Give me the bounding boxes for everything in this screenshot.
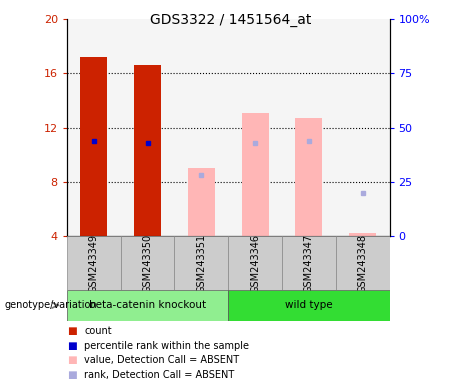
Bar [282, 236, 336, 290]
Text: wild type: wild type [285, 300, 333, 310]
Bar [228, 290, 390, 321]
Text: GSM243349: GSM243349 [89, 233, 99, 293]
Bar [188, 168, 215, 236]
Bar [67, 236, 121, 290]
Bar [296, 118, 322, 236]
Bar [80, 57, 107, 236]
Bar [228, 236, 282, 290]
Bar [336, 236, 390, 290]
Text: ■: ■ [67, 326, 77, 336]
Text: GSM243348: GSM243348 [358, 233, 368, 293]
Bar [242, 113, 268, 236]
Text: GSM243351: GSM243351 [196, 233, 207, 293]
Bar [121, 236, 174, 290]
Text: GDS3322 / 1451564_at: GDS3322 / 1451564_at [150, 13, 311, 27]
Text: GSM243350: GSM243350 [142, 233, 153, 293]
Text: beta-catenin knockout: beta-catenin knockout [89, 300, 206, 310]
Bar [174, 236, 228, 290]
Text: genotype/variation: genotype/variation [5, 300, 97, 310]
Text: percentile rank within the sample: percentile rank within the sample [84, 341, 249, 351]
Bar [349, 233, 376, 236]
Bar [134, 65, 161, 236]
Text: rank, Detection Call = ABSENT: rank, Detection Call = ABSENT [84, 370, 235, 380]
Text: ■: ■ [67, 370, 77, 380]
Text: ■: ■ [67, 355, 77, 365]
Text: ■: ■ [67, 341, 77, 351]
Text: value, Detection Call = ABSENT: value, Detection Call = ABSENT [84, 355, 239, 365]
Bar [67, 290, 228, 321]
Text: GSM243346: GSM243346 [250, 233, 260, 293]
Text: count: count [84, 326, 112, 336]
Text: GSM243347: GSM243347 [304, 233, 314, 293]
